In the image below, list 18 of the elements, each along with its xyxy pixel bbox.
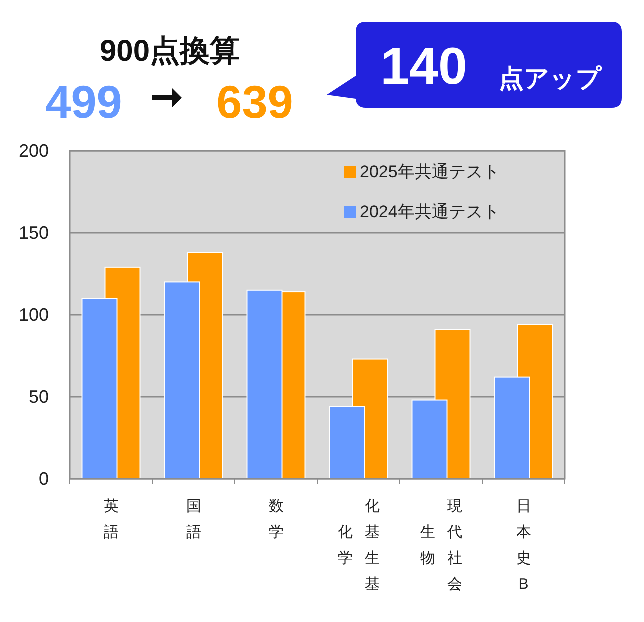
legend-label: 2025年共通テスト (360, 162, 500, 182)
x-tick-label: 英語 (104, 498, 119, 540)
text: 140 (380, 38, 468, 96)
chart-title: 900点換算 (100, 35, 240, 68)
x-tick-label: 国語 (186, 498, 202, 540)
text: 499 (46, 76, 122, 128)
y-tick-label: 150 (18, 223, 49, 243)
x-tick-label: 日本史B (516, 498, 532, 592)
y-tick-label: 50 (28, 387, 49, 407)
text: 点アップ (499, 65, 603, 93)
category-label: 現代社会生物 (420, 498, 462, 592)
text: 639 (216, 76, 294, 128)
y-tick-label: 200 (18, 141, 49, 161)
y-tick-label: 100 (18, 305, 49, 325)
category-label: 化基生基化学 (338, 498, 380, 592)
x-tick-label: 数学 (268, 498, 284, 540)
y-tick-label: 0 (38, 469, 49, 489)
legend-label: 2024年共通テスト (360, 202, 500, 222)
